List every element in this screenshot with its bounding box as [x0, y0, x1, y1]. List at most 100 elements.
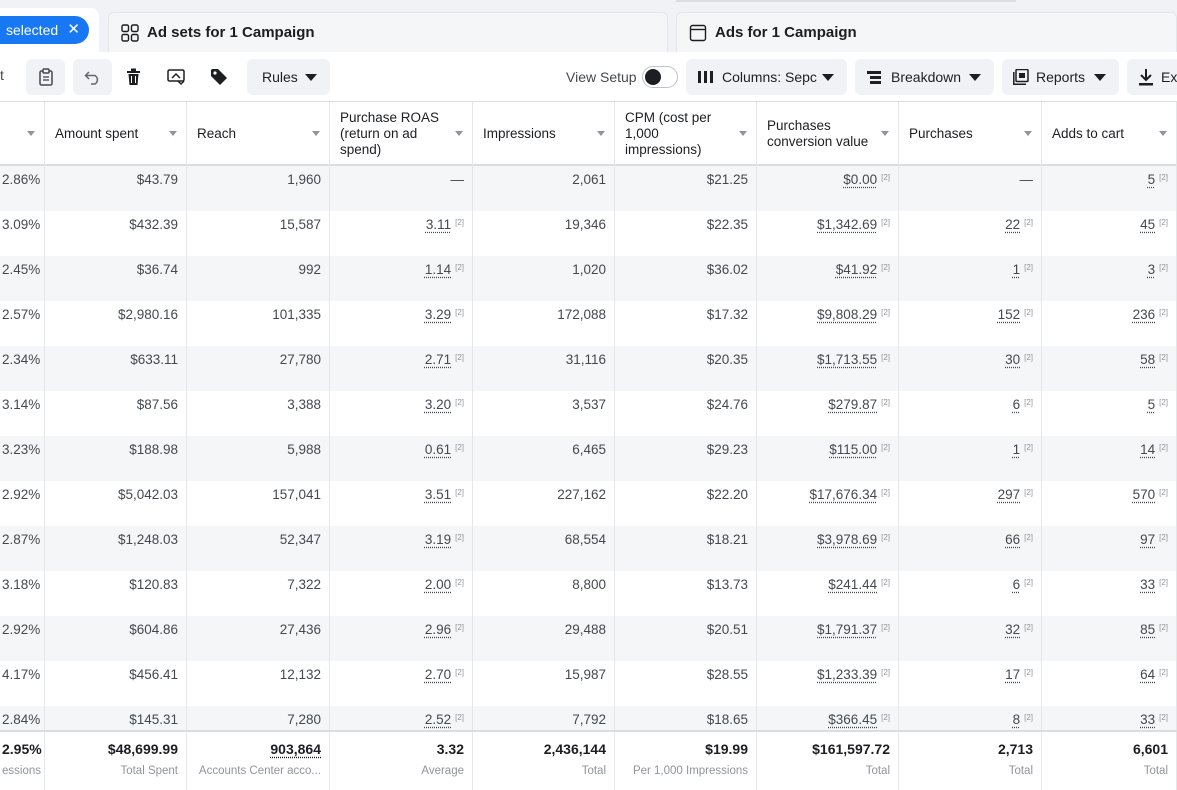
sort-caret-icon[interactable]: [597, 131, 605, 136]
cell-value[interactable]: 2.70: [425, 667, 451, 682]
cell-value[interactable]: 1: [1013, 262, 1021, 277]
table-row[interactable]: 2.87% $1,248.03 52,347 3.19 [2] 68,554 $18.21 $…: [0, 526, 1177, 571]
cell-value[interactable]: 2.52: [425, 712, 451, 727]
columns-dropdown[interactable]: Columns: Sepc: [686, 59, 847, 95]
cell-value[interactable]: 33: [1140, 712, 1155, 727]
table-row[interactable]: 4.17% $456.41 12,132 2.70 [2] 15,987 $28.55 $1,…: [0, 661, 1177, 706]
cell-value[interactable]: 3.11: [426, 217, 451, 232]
cell-value[interactable]: 3.29: [425, 307, 451, 322]
cell-value[interactable]: 17: [1005, 667, 1020, 682]
column-header-reach[interactable]: Reach: [187, 102, 330, 166]
cell-value[interactable]: 236: [1133, 307, 1156, 322]
cell-value[interactable]: 8: [1013, 712, 1021, 727]
ab-test-button[interactable]: [156, 59, 195, 95]
cell-value[interactable]: 58: [1140, 352, 1155, 367]
attribution-marker: [2]: [1024, 713, 1033, 722]
cell-value[interactable]: 570: [1133, 487, 1156, 502]
attribution-marker: [2]: [1024, 533, 1033, 542]
column-header-purchases[interactable]: Purchases: [899, 102, 1042, 166]
cell-value[interactable]: $1,342.69: [817, 217, 877, 232]
column-header-cpm[interactable]: CPM (cost per 1,000 impressions): [615, 102, 757, 166]
cell-value[interactable]: 3: [1148, 262, 1156, 277]
cell-value[interactable]: 32: [1005, 622, 1020, 637]
sort-caret-icon[interactable]: [27, 131, 35, 136]
table-row[interactable]: 3.09% $432.39 15,587 3.11 [2] 19,346 $22.35 $1,…: [0, 211, 1177, 256]
sort-caret-icon[interactable]: [739, 131, 747, 136]
cell-value[interactable]: $366.45: [828, 712, 877, 727]
table-row[interactable]: 2.92% $5,042.03 157,041 3.51 [2] 227,162 $22.2…: [0, 481, 1177, 526]
table-row[interactable]: 2.57% $2,980.16 101,335 3.29 [2] 172,088 $17.3…: [0, 301, 1177, 346]
close-icon[interactable]: ✕: [67, 16, 80, 44]
delete-button[interactable]: [114, 59, 153, 95]
table-row[interactable]: 3.14% $87.56 3,388 3.20 [2] 3,537 $24.76 $279.8…: [0, 391, 1177, 436]
cell-value[interactable]: 3.51: [425, 487, 451, 502]
cell-value[interactable]: 1.14: [425, 262, 451, 277]
cell-value[interactable]: 2.00: [425, 577, 451, 592]
partial-toolbar-button[interactable]: t: [0, 67, 4, 83]
table-row[interactable]: 2.45% $36.74 992 1.14 [2] 1,020 $36.02 $41.92 [2…: [0, 256, 1177, 301]
column-header-impressions[interactable]: Impressions: [473, 102, 615, 166]
cell-value[interactable]: 152: [998, 307, 1021, 322]
cell-value[interactable]: 66: [1005, 532, 1020, 547]
cell-value[interactable]: 2.71: [425, 352, 451, 367]
cell-value[interactable]: 64: [1140, 667, 1155, 682]
reports-dropdown[interactable]: Reports: [1002, 59, 1119, 95]
cell-value[interactable]: $279.87: [828, 397, 877, 412]
sort-caret-icon[interactable]: [1024, 131, 1032, 136]
table-row[interactable]: 2.34% $633.11 27,780 2.71 [2] 31,116 $20.35 $1,…: [0, 346, 1177, 391]
cell-value[interactable]: 3.19: [425, 532, 451, 547]
column-header-adds-to-cart[interactable]: Adds to cart: [1042, 102, 1177, 166]
cell-value[interactable]: 5: [1148, 397, 1156, 412]
sort-caret-icon[interactable]: [312, 131, 320, 136]
undo-button[interactable]: [73, 59, 112, 95]
sort-caret-icon[interactable]: [169, 131, 177, 136]
cell-value[interactable]: 30: [1005, 352, 1020, 367]
cell-value[interactable]: 33: [1140, 577, 1155, 592]
cell-value[interactable]: 1: [1013, 442, 1021, 457]
cell-value[interactable]: $41.92: [836, 262, 877, 277]
selected-filter-pill[interactable]: selected ✕: [0, 16, 89, 44]
cell-value[interactable]: 2.96: [425, 622, 451, 637]
cell-value[interactable]: 5: [1148, 172, 1156, 187]
cell-value[interactable]: 85: [1140, 622, 1155, 637]
cell-value[interactable]: $3,978.69: [817, 532, 877, 547]
cell-value[interactable]: $9,808.29: [817, 307, 877, 322]
cell-value[interactable]: $1,713.55: [817, 352, 877, 367]
cell-value[interactable]: 6: [1013, 397, 1021, 412]
cell-value[interactable]: 14: [1140, 442, 1155, 457]
cell-value[interactable]: 297: [998, 487, 1021, 502]
sort-caret-icon[interactable]: [455, 131, 463, 136]
column-header-amount-spent[interactable]: Amount spent: [45, 102, 187, 166]
column-header-roas[interactable]: Purchase ROAS (return on ad spend): [330, 102, 473, 166]
table-row[interactable]: 2.92% $604.86 27,436 2.96 [2] 29,488 $20.51 $1,…: [0, 616, 1177, 661]
table-row[interactable]: 2.86% $43.79 1,960—2,061 $21.25 $0.00 [2] —5 [2…: [0, 166, 1177, 211]
tag-button[interactable]: [199, 59, 238, 95]
sort-caret-icon[interactable]: [881, 131, 889, 136]
total-value[interactable]: 903,864: [270, 741, 321, 757]
view-setup-toggle[interactable]: [642, 66, 678, 88]
cell-value[interactable]: $1,791.37: [817, 622, 877, 637]
cell-value[interactable]: $0.00: [843, 172, 877, 187]
breakdown-dropdown[interactable]: Breakdown: [855, 59, 994, 95]
cell-value[interactable]: 22: [1005, 217, 1020, 232]
sort-caret-icon[interactable]: [1159, 131, 1167, 136]
cell-value[interactable]: $241.44: [828, 577, 877, 592]
table-row[interactable]: 3.23% $188.98 5,988 0.61 [2] 6,465 $29.23 $115.…: [0, 436, 1177, 481]
table-row[interactable]: 3.18% $120.83 7,322 2.00 [2] 8,800 $13.73 $241.…: [0, 571, 1177, 616]
tab-ads[interactable]: Ads for 1 Campaign: [676, 12, 1177, 52]
column-header-ctr[interactable]: [0, 102, 45, 166]
tab-ad-sets[interactable]: Ad sets for 1 Campaign: [108, 12, 668, 52]
cell-value[interactable]: 3.20: [425, 397, 451, 412]
table-cell-amount-spent: $456.41: [45, 661, 187, 706]
cell-value[interactable]: $1,233.39: [817, 667, 877, 682]
cell-value[interactable]: $17,676.34: [810, 487, 878, 502]
cell-value[interactable]: $115.00: [829, 442, 877, 457]
cell-value[interactable]: 6: [1013, 577, 1021, 592]
cell-value[interactable]: 0.61: [425, 442, 451, 457]
cell-value[interactable]: 97: [1140, 532, 1155, 547]
duplicate-button[interactable]: [26, 59, 65, 95]
rules-dropdown[interactable]: Rules: [247, 59, 330, 95]
cell-value[interactable]: 45: [1140, 217, 1155, 232]
column-header-pcv[interactable]: Purchases conversion value: [757, 102, 899, 166]
export-button[interactable]: Ex: [1127, 59, 1177, 95]
